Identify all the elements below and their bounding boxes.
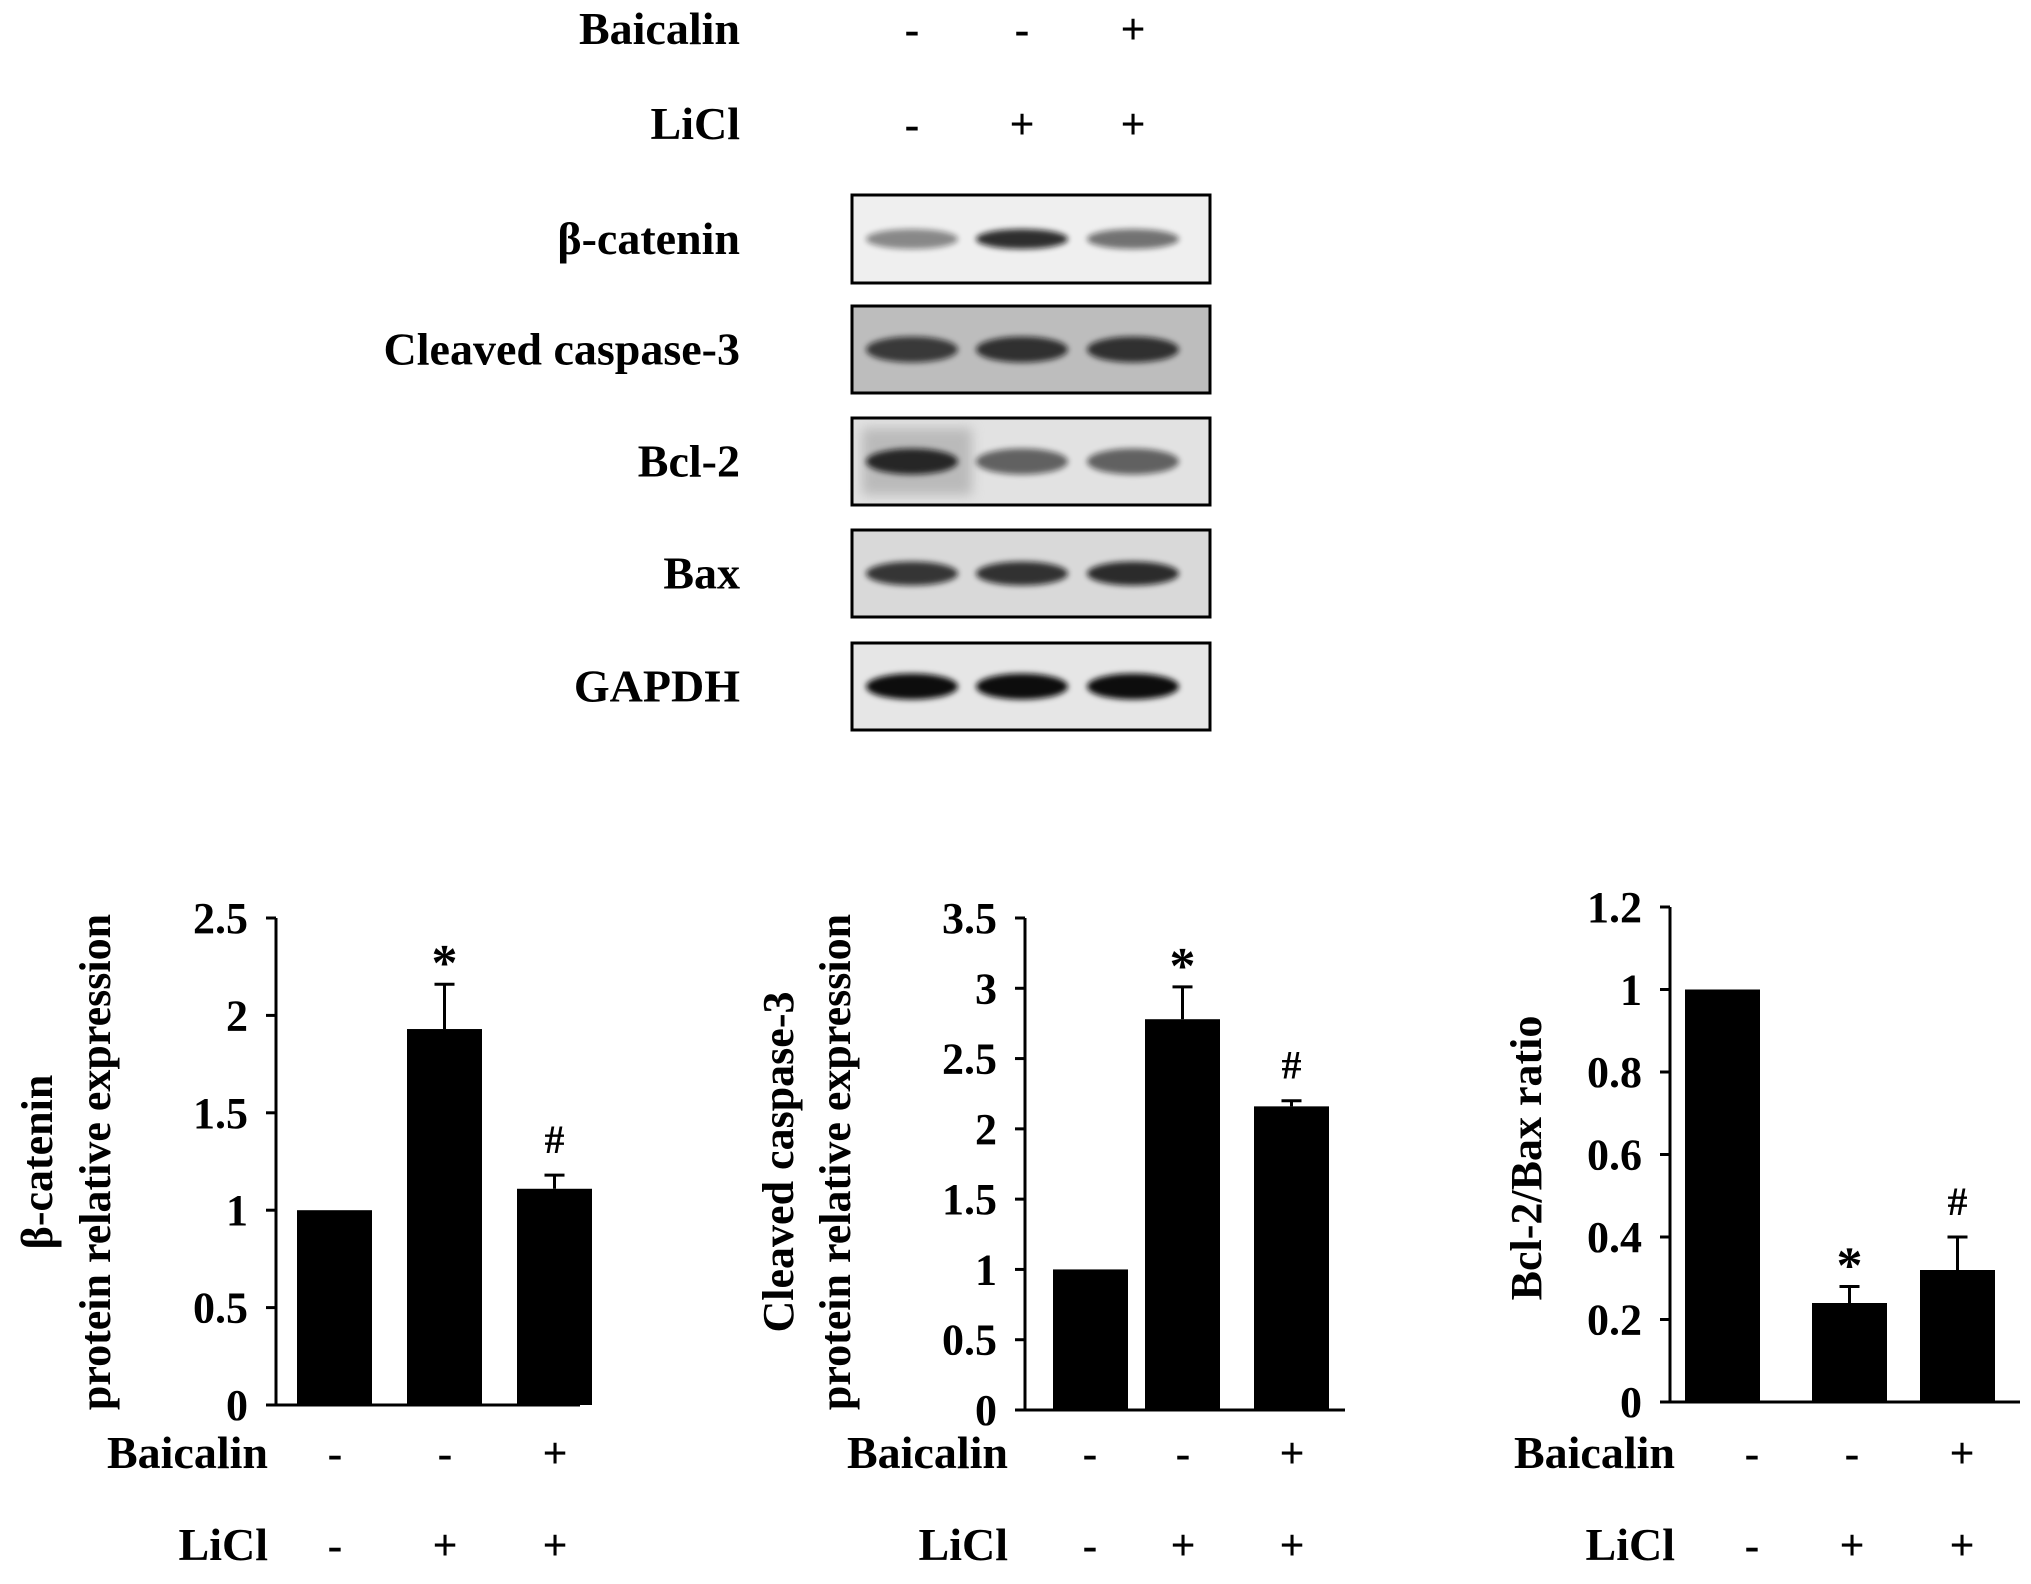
blot-band-label: β-catenin xyxy=(557,213,740,264)
treatment-label: LiCl xyxy=(179,1519,268,1570)
treatment-sign: + xyxy=(1170,1521,1195,1570)
blot-band xyxy=(866,448,958,475)
blot-band xyxy=(1087,673,1179,700)
treatment-sign: - xyxy=(438,1429,453,1478)
y-tick-label: 0 xyxy=(226,1381,248,1430)
western-blot-panel: Baicalin - - + LiCl - + + β-catenin Cleaved caspa… xyxy=(384,3,1212,732)
bar xyxy=(1920,1270,1995,1402)
treatment-sign: - xyxy=(1083,1429,1098,1478)
treatment-sign: + xyxy=(1949,1429,1974,1478)
blot-band xyxy=(1087,336,1179,363)
blot-lane-sign: + xyxy=(1120,100,1145,149)
y-axis-label: Bcl-2/Bax ratio xyxy=(1502,1016,1551,1301)
blot-band xyxy=(866,229,958,249)
y-tick-label: 2.5 xyxy=(193,894,248,943)
significance-marker: # xyxy=(545,1117,565,1162)
bar xyxy=(1254,1106,1329,1410)
blot-band xyxy=(976,673,1068,700)
blot-band xyxy=(976,336,1068,363)
blot-lane-sign: - xyxy=(1015,5,1030,54)
y-tick-label: 0.6 xyxy=(1587,1131,1642,1180)
blot-band-label: Bax xyxy=(663,548,740,599)
bar xyxy=(1145,1019,1220,1410)
treatment-label: Baicalin xyxy=(1514,1427,1675,1478)
chart-2: 0 0.5 1 1.5 2 2.5 3 3.5 Cleaved caspase-3 protein… xyxy=(754,894,1345,1570)
bar-charts: 00.511.522.5β-catenin protein relative ex… xyxy=(13,883,2020,1570)
blot-band xyxy=(866,673,958,700)
y-tick-label: 1 xyxy=(975,1245,997,1294)
y-axis-label: β-catenin xyxy=(13,1075,62,1250)
blot-band xyxy=(866,561,958,586)
blot-band xyxy=(1087,561,1179,586)
treatment-sign: - xyxy=(328,1429,343,1478)
blot-band xyxy=(1087,229,1179,249)
treatment-label: LiCl xyxy=(919,1519,1008,1570)
y-axis-label: protein relative expression xyxy=(71,914,120,1410)
bar xyxy=(1053,1269,1128,1410)
treatment-label: Baicalin xyxy=(107,1427,268,1478)
significance-marker: * xyxy=(432,935,458,992)
y-tick-label: 1 xyxy=(1620,966,1642,1015)
treatment-sign: + xyxy=(1279,1429,1304,1478)
significance-marker: * xyxy=(1837,1238,1863,1295)
treatment-sign: - xyxy=(328,1521,343,1570)
y-tick-label: 1.5 xyxy=(193,1089,248,1138)
blot-band-label: Cleaved caspase-3 xyxy=(384,324,740,375)
significance-marker: * xyxy=(1170,938,1196,995)
treatment-sign: + xyxy=(432,1521,457,1570)
y-tick-label: 0.5 xyxy=(193,1284,248,1333)
blot-band xyxy=(866,336,958,363)
blot-lane-sign: - xyxy=(905,100,920,149)
treatment-sign: - xyxy=(1745,1521,1760,1570)
bar xyxy=(407,1029,482,1405)
bar xyxy=(1685,989,1760,1402)
y-axis-label: Cleaved caspase-3 xyxy=(754,992,803,1333)
y-tick-label: 3.5 xyxy=(942,894,997,943)
y-tick-label: 3 xyxy=(975,964,997,1013)
treatment-sign: - xyxy=(1176,1429,1191,1478)
treatment-sign: - xyxy=(1745,1429,1760,1478)
blot-band-label: Bcl-2 xyxy=(638,436,740,487)
bar xyxy=(1812,1303,1887,1402)
treatment-label: Baicalin xyxy=(847,1427,1008,1478)
significance-marker: # xyxy=(1282,1043,1302,1088)
y-tick-label: 0 xyxy=(975,1386,997,1435)
treatment-sign: + xyxy=(1949,1521,1974,1570)
blot-band xyxy=(976,561,1068,586)
y-tick-label: 0 xyxy=(1620,1378,1642,1427)
treatment-sign: - xyxy=(1845,1429,1860,1478)
treatment-sign: + xyxy=(1839,1521,1864,1570)
y-tick-label: 2 xyxy=(975,1105,997,1154)
blot-lane-sign: - xyxy=(905,5,920,54)
blot-lane-sign: + xyxy=(1120,5,1145,54)
y-tick-label: 1.5 xyxy=(942,1175,997,1224)
y-tick-label: 1.2 xyxy=(1587,883,1642,932)
treatment-label: LiCl xyxy=(1586,1519,1675,1570)
y-tick-label: 0.2 xyxy=(1587,1296,1642,1345)
y-axis-label: protein relative expression xyxy=(811,914,860,1410)
chart-3: 0 0.2 0.4 0.6 0.8 1 1.2 Bcl-2/Bax ratio * # Baical… xyxy=(1502,883,2020,1570)
y-tick-label: 0.8 xyxy=(1587,1048,1642,1097)
blot-band xyxy=(1087,448,1179,475)
bar xyxy=(297,1210,372,1405)
blot-treatment-label: LiCl xyxy=(651,98,740,149)
blot-band xyxy=(976,229,1068,249)
significance-marker: # xyxy=(1948,1179,1968,1224)
y-tick-label: 2.5 xyxy=(942,1035,997,1084)
bar xyxy=(517,1188,592,1405)
blot-band-label: GAPDH xyxy=(574,661,740,712)
treatment-sign: + xyxy=(1279,1521,1304,1570)
blot-treatment-label: Baicalin xyxy=(579,3,740,54)
treatment-sign: + xyxy=(542,1521,567,1570)
chart-1: 0 0.5 1 1.5 2 2.5 β-catenin protein relative ex… xyxy=(13,894,592,1570)
y-tick-label: 2 xyxy=(226,991,248,1040)
blot-lane-sign: + xyxy=(1009,100,1034,149)
treatment-sign: - xyxy=(1083,1521,1098,1570)
blot-band xyxy=(976,448,1068,475)
y-tick-label: 0.4 xyxy=(1587,1213,1642,1262)
treatment-sign: + xyxy=(542,1429,567,1478)
y-tick-label: 0.5 xyxy=(942,1316,997,1365)
y-tick-label: 1 xyxy=(226,1186,248,1235)
